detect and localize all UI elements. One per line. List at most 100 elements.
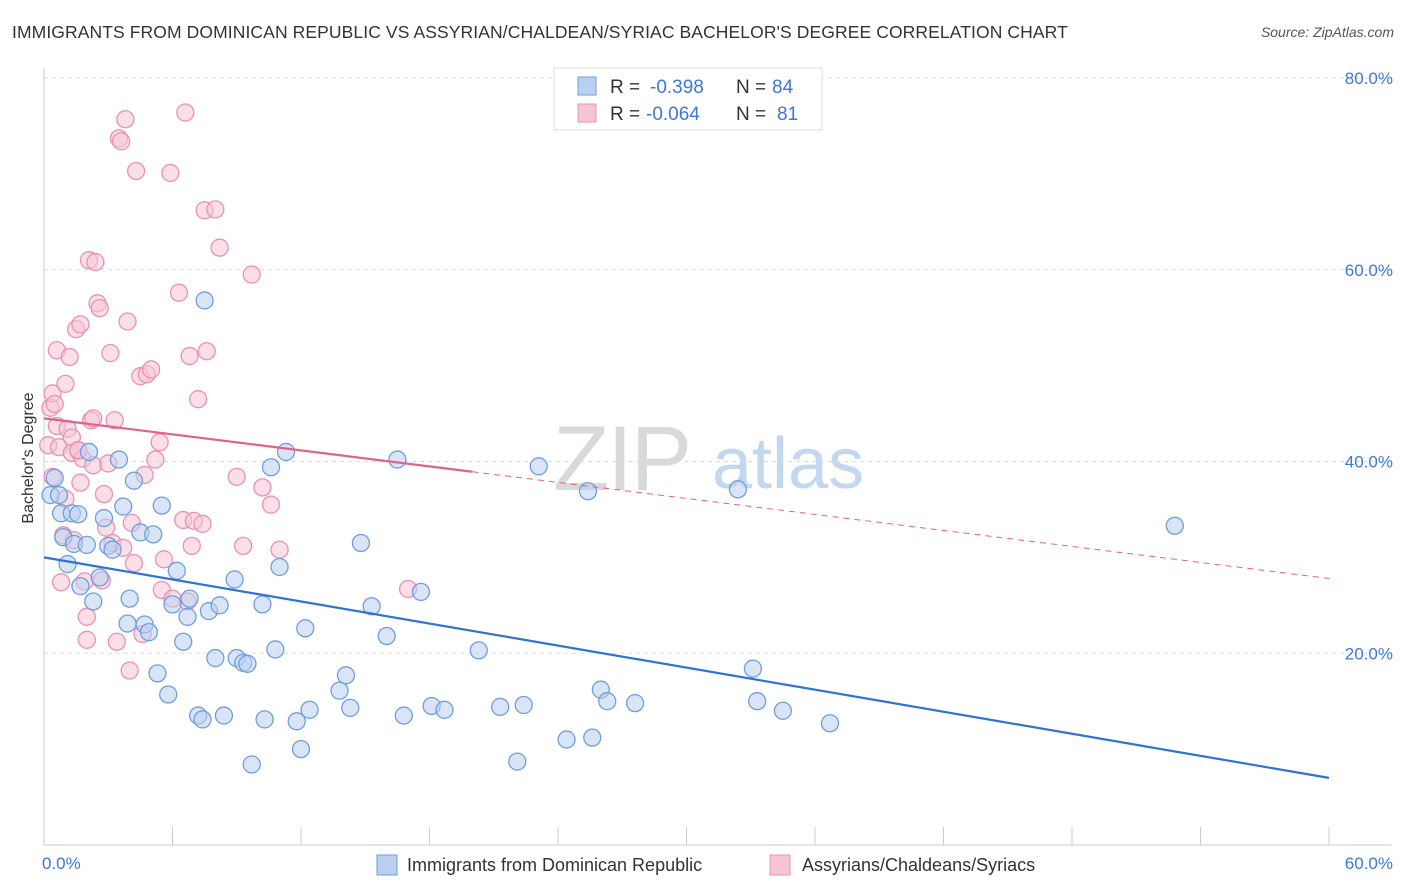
legend-swatch-dominican[interactable]: [376, 854, 398, 876]
point-dominican: [773, 701, 793, 720]
stats-r-label-2: R =: [610, 104, 645, 125]
point-dominican: [330, 681, 349, 700]
point-dominican: [79, 442, 99, 462]
y-axis-label: Bachelor's Degree: [20, 392, 37, 523]
point-dominican: [508, 752, 527, 771]
point-dominican: [514, 695, 533, 715]
point-assyrian: [84, 409, 103, 428]
point-assyrian: [124, 553, 144, 573]
y-tick-label: 60.0%: [1345, 261, 1393, 280]
point-dominican: [71, 576, 90, 596]
point-dominican: [167, 561, 186, 580]
point-assyrian: [120, 661, 139, 680]
y-tick-label: 80.0%: [1345, 69, 1393, 88]
point-assyrian: [111, 132, 131, 151]
point-dominican: [557, 730, 576, 749]
point-assyrian: [161, 163, 180, 183]
y-tick-labels: 20.0% 40.0% 60.0% 80.0%: [1345, 69, 1393, 663]
x-tick-label-max: 60.0%: [1345, 854, 1393, 873]
source-label: Source: ZipAtlas.com: [1260, 24, 1394, 40]
point-dominican: [180, 589, 199, 608]
point-dominican: [238, 654, 257, 673]
point-dominican: [193, 710, 212, 729]
point-dominican: [270, 557, 289, 577]
point-dominican: [114, 497, 133, 516]
point-dominican: [144, 525, 163, 544]
point-dominican: [435, 700, 454, 719]
point-dominican: [118, 614, 137, 633]
stats-n-label-2: N =: [736, 104, 771, 125]
point-assyrian: [60, 347, 79, 367]
point-dominican: [261, 458, 281, 477]
point-dominican: [178, 607, 197, 626]
point-dominican: [578, 482, 598, 501]
point-dominican: [45, 468, 64, 487]
point-dominican: [255, 710, 274, 729]
point-dominican: [206, 648, 225, 668]
point-dominican: [120, 589, 139, 608]
legend-swatch-assyrian[interactable]: [769, 854, 791, 876]
stats-legend-swatch-blue: [577, 76, 597, 96]
point-assyrian: [77, 630, 96, 649]
point-assyrian: [206, 200, 225, 219]
point-dominican: [195, 291, 214, 310]
watermark-zip: ZIP: [553, 408, 690, 510]
y-tick-label: 40.0%: [1345, 453, 1393, 472]
point-dominican: [411, 582, 431, 602]
point-dominican: [296, 619, 315, 638]
point-assyrian: [197, 342, 216, 361]
point-assyrian: [182, 536, 201, 556]
point-assyrian: [86, 252, 105, 272]
point-assyrian: [118, 312, 137, 331]
point-dominican: [748, 692, 767, 711]
point-assyrian: [105, 411, 124, 430]
axes: [43, 68, 1392, 846]
stats-legend-swatch-pink: [577, 103, 597, 123]
point-dominican: [148, 664, 167, 683]
point-dominican: [159, 685, 178, 704]
point-assyrian: [94, 484, 114, 504]
point-assyrian: [77, 607, 96, 626]
series-legend: Immigrants from Dominican Republic Assyr…: [376, 854, 1035, 876]
point-dominican: [94, 508, 114, 528]
trend-line-dominican: [43, 556, 1330, 779]
trend-line-assyrian: [43, 417, 473, 473]
point-dominican: [388, 450, 407, 469]
point-assyrian: [71, 315, 90, 334]
point-assyrian: [169, 283, 189, 302]
point-assyrian: [45, 394, 64, 414]
point-dominican: [225, 570, 244, 589]
point-dominican: [90, 568, 109, 587]
point-dominican: [820, 714, 840, 733]
svg-text:R = -0.064 N =: R = -0.064 N = 81: [610, 104, 798, 125]
point-assyrian: [126, 161, 146, 181]
point-dominican: [351, 533, 371, 553]
point-dominican: [253, 595, 272, 614]
stats-n-label-1: N =: [736, 77, 771, 98]
point-dominican: [152, 496, 171, 515]
legend-label-dominican[interactable]: Immigrants from Dominican Republic: [407, 855, 702, 875]
chart-title: IMMIGRANTS FROM DOMINICAN REPUBLIC VS AS…: [12, 22, 1068, 42]
point-assyrian: [51, 573, 71, 592]
point-dominican: [103, 540, 122, 559]
point-dominican: [109, 450, 129, 469]
point-dominican: [214, 706, 234, 725]
point-assyrian: [234, 536, 253, 556]
point-dominican: [625, 693, 645, 713]
point-dominican: [69, 505, 88, 524]
legend-label-assyrian[interactable]: Assyrians/Chaldeans/Syriacs: [802, 855, 1035, 875]
point-assyrian: [150, 433, 169, 452]
svg-text:R = -0.398 N =: R = -0.398 N = 84: [610, 77, 794, 98]
point-dominican: [139, 623, 159, 642]
point-dominican: [394, 706, 413, 725]
point-dominican: [163, 595, 182, 614]
point-assyrian: [107, 632, 126, 651]
point-dominican: [1165, 516, 1184, 535]
point-assyrian: [261, 495, 281, 514]
stats-legend-box: [553, 67, 823, 131]
point-assyrian: [116, 110, 135, 129]
point-dominican: [598, 692, 617, 711]
trend-lines: [43, 417, 1330, 779]
point-assyrian: [154, 550, 174, 569]
point-assyrian: [270, 540, 289, 559]
